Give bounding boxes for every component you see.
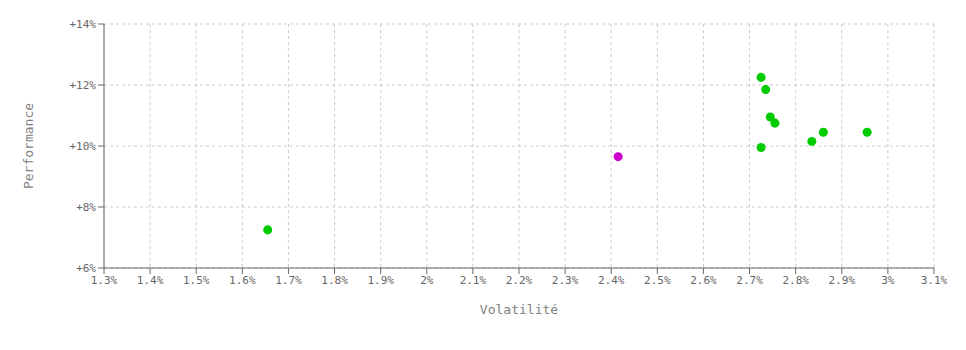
svg-text:+10%: +10%: [70, 140, 97, 153]
svg-text:2%: 2%: [420, 274, 434, 287]
svg-text:2.6%: 2.6%: [690, 274, 717, 287]
svg-text:1.5%: 1.5%: [183, 274, 210, 287]
svg-text:1.9%: 1.9%: [367, 274, 394, 287]
svg-text:+8%: +8%: [76, 201, 96, 214]
svg-text:1.7%: 1.7%: [275, 274, 302, 287]
svg-text:2.4%: 2.4%: [598, 274, 625, 287]
svg-text:1.4%: 1.4%: [137, 274, 164, 287]
svg-text:2.5%: 2.5%: [644, 274, 671, 287]
svg-text:3%: 3%: [881, 274, 895, 287]
svg-text:2.3%: 2.3%: [552, 274, 579, 287]
svg-text:Volatilité: Volatilité: [480, 302, 558, 317]
svg-text:+12%: +12%: [70, 79, 97, 92]
svg-text:Performance: Performance: [21, 103, 36, 189]
svg-text:2.8%: 2.8%: [782, 274, 809, 287]
svg-text:+6%: +6%: [76, 262, 96, 275]
svg-text:1.6%: 1.6%: [229, 274, 256, 287]
svg-text:1.8%: 1.8%: [321, 274, 348, 287]
svg-text:2.9%: 2.9%: [829, 274, 856, 287]
svg-text:3.1%: 3.1%: [921, 274, 948, 287]
svg-text:2.7%: 2.7%: [736, 274, 763, 287]
svg-text:+14%: +14%: [70, 18, 97, 31]
svg-text:2.2%: 2.2%: [506, 274, 533, 287]
svg-text:1.3%: 1.3%: [91, 274, 118, 287]
svg-text:2.1%: 2.1%: [460, 274, 487, 287]
